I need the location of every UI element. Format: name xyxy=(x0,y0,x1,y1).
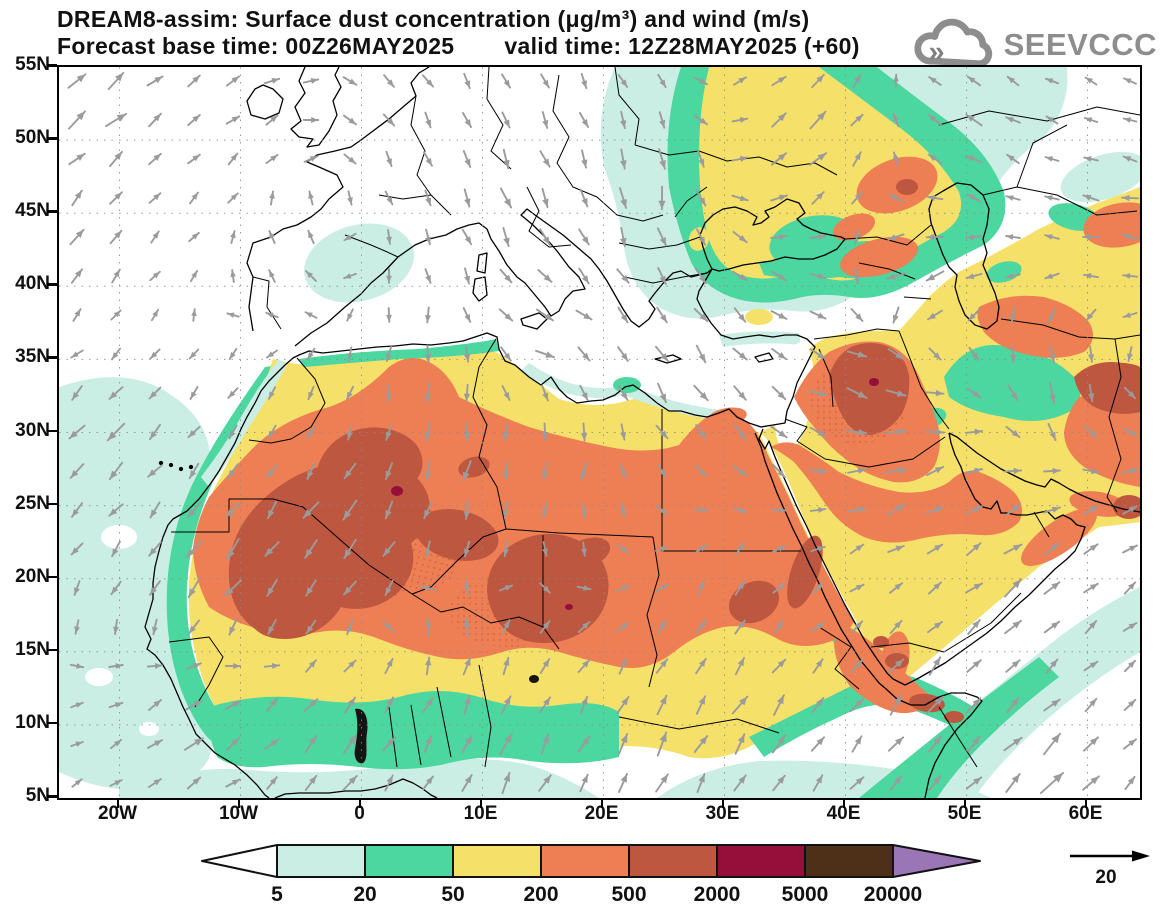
wind-scale-label: 20 xyxy=(1095,867,1116,888)
lon-label: 30E xyxy=(705,803,740,824)
lat-label: 30N xyxy=(15,419,50,441)
forecast-base-time: Forecast base time: 00Z26MAY2025 xyxy=(57,33,455,59)
cloud-icon: » xyxy=(906,14,998,75)
lon-label: 60E xyxy=(1068,803,1103,824)
legend-cell-5 xyxy=(628,844,718,878)
lat-label: 10N xyxy=(15,711,50,733)
legend-cell-6 xyxy=(716,844,806,878)
lon-tick xyxy=(116,800,119,808)
legend-label: 50 xyxy=(441,883,464,906)
lat-label: 25N xyxy=(15,492,50,514)
dust-fill-layer xyxy=(59,67,1140,798)
legend-underflow-arrow xyxy=(201,844,278,878)
legend-cell-7 xyxy=(804,844,894,878)
lon-label: 20E xyxy=(584,803,619,824)
colorbar-legend: 5 20 50 200 500 2000 5000 20000 xyxy=(201,844,981,906)
lon-label: 10E xyxy=(463,803,498,824)
wind-scale: 20 xyxy=(1070,850,1150,888)
lat-tick xyxy=(47,721,57,725)
legend-label: 200 xyxy=(523,883,558,906)
coastline-layer xyxy=(144,67,1140,798)
lat-tick xyxy=(47,429,57,432)
seevccc-logo: » SEEVCCC xyxy=(906,14,1157,75)
lat-tick xyxy=(47,648,57,652)
lon-tick xyxy=(237,800,240,808)
legend-label: 5 xyxy=(271,883,283,906)
svg-text:»: » xyxy=(928,36,944,68)
logo-text: SEEVCCC xyxy=(1003,26,1157,62)
legend-label: 2000 xyxy=(694,883,741,906)
lat-label: 15N xyxy=(15,638,50,660)
lat-label: 35N xyxy=(15,346,50,368)
lon-label: 20W xyxy=(97,803,138,824)
legend-cell-3 xyxy=(452,844,542,878)
lon-label: 50E xyxy=(947,803,982,824)
lat-label: 5N xyxy=(25,785,50,806)
gridline-layer xyxy=(59,67,1140,798)
lon-tick xyxy=(358,800,361,808)
lon-tick xyxy=(721,800,724,808)
lat-label: 45N xyxy=(15,200,50,222)
legend-cell-4 xyxy=(540,844,630,878)
legend-label: 5000 xyxy=(782,883,829,906)
map-canvas xyxy=(59,67,1140,798)
legend-label: 20000 xyxy=(864,883,922,906)
lon-tick xyxy=(963,800,966,808)
lon-label: 10W xyxy=(218,803,259,824)
lon-tick xyxy=(842,800,845,808)
legend-label: 500 xyxy=(611,883,646,906)
lat-tick xyxy=(47,575,57,579)
lat-label: 20N xyxy=(15,565,50,587)
lat-tick xyxy=(47,795,57,798)
lon-label: 40E xyxy=(826,803,861,824)
page-title: DREAM8-assim: Surface dust concentration… xyxy=(57,6,810,32)
legend-cell-2 xyxy=(364,844,454,878)
lat-tick xyxy=(47,502,57,506)
lat-tick xyxy=(47,137,57,140)
lat-tick xyxy=(47,356,57,359)
wind-scale-arrow-icon xyxy=(1070,850,1150,862)
lon-tick xyxy=(600,800,603,808)
lat-label: 55N xyxy=(15,54,50,75)
legend-label: 20 xyxy=(353,883,376,906)
lat-tick xyxy=(47,64,57,67)
page-subtitle: Forecast base time: 00Z26MAY2025 valid t… xyxy=(57,33,860,60)
lon-tick xyxy=(479,800,482,808)
border-layer xyxy=(168,67,1140,768)
lat-label: 40N xyxy=(15,273,50,295)
lon-tick xyxy=(1084,800,1087,808)
valid-time: valid time: 12Z28MAY2025 (+60) xyxy=(504,33,860,59)
lon-label: 0 xyxy=(354,803,365,824)
wind-arrow-layer xyxy=(67,71,1139,795)
map-frame xyxy=(57,65,1142,800)
legend-overflow-arrow xyxy=(892,844,981,878)
lat-label: 50N xyxy=(15,127,50,149)
lat-tick xyxy=(47,283,57,286)
lat-tick xyxy=(47,210,57,213)
lake-layer xyxy=(354,675,539,764)
legend-cell-1 xyxy=(276,844,366,878)
